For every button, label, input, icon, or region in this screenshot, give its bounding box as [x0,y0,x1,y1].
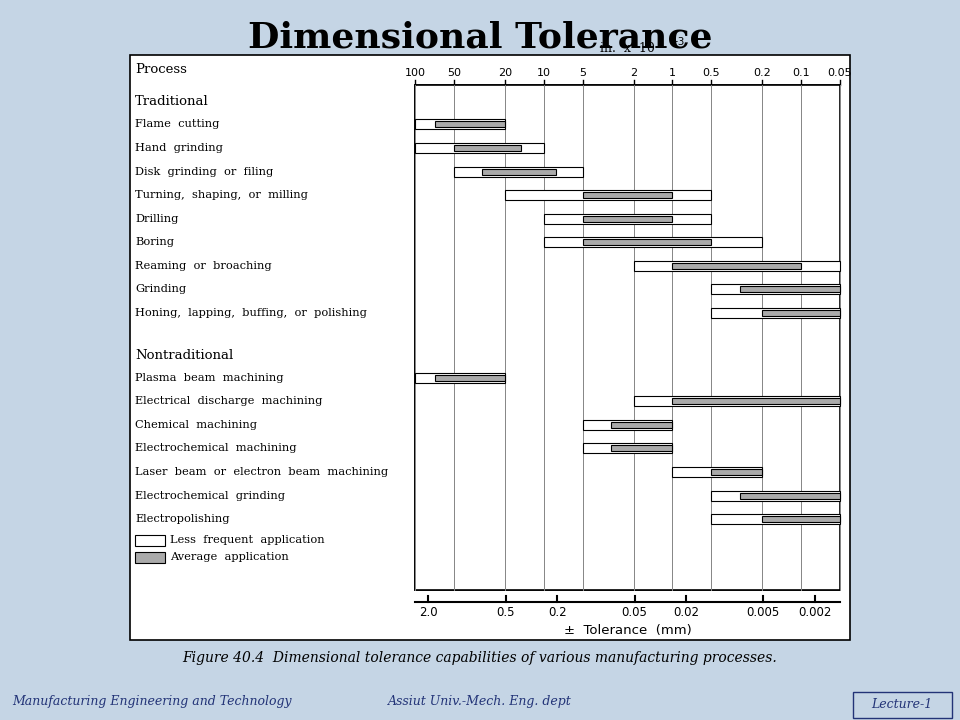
Bar [634,261,840,271]
Text: 10: 10 [537,68,551,78]
Bar [454,145,521,151]
Text: 100: 100 [404,68,425,78]
Bar [711,490,840,500]
Text: 0.002: 0.002 [798,606,831,619]
Text: Traditional: Traditional [135,95,208,108]
Text: Boring: Boring [135,238,174,247]
Text: Grinding: Grinding [135,284,186,294]
Bar [673,398,840,405]
Bar [673,263,802,269]
Bar [415,120,505,130]
Bar [583,239,711,246]
Bar [135,535,165,546]
Bar [415,373,505,383]
Text: Reaming  or  broaching: Reaming or broaching [135,261,272,271]
Bar [583,420,673,430]
Bar [583,192,673,198]
Text: Lecture-1: Lecture-1 [872,698,932,711]
Text: 0.5: 0.5 [496,606,516,619]
Bar [711,514,840,524]
Bar [612,422,673,428]
Text: 0.5: 0.5 [703,68,720,78]
Text: Flame  cutting: Flame cutting [135,120,220,130]
Text: Plasma  beam  machining: Plasma beam machining [135,373,283,383]
Bar [740,287,840,292]
Bar [583,444,673,454]
Bar [711,308,840,318]
Bar [612,446,673,451]
Text: −3: −3 [669,37,684,47]
Text: Manufacturing Engineering and Technology: Manufacturing Engineering and Technology [12,695,292,708]
Text: Chemical  machining: Chemical machining [135,420,257,430]
Bar [482,168,556,174]
Text: Figure 40.4  Dimensional tolerance capabilities of various manufacturing process: Figure 40.4 Dimensional tolerance capabi… [182,651,778,665]
Bar [415,85,840,590]
Bar [740,492,840,499]
Text: 0.2: 0.2 [548,606,566,619]
Bar [673,467,762,477]
Bar [762,310,840,316]
Text: ±  Tolerance  (mm): ± Tolerance (mm) [564,624,691,637]
Text: Average  application: Average application [170,552,289,562]
Text: 1: 1 [669,68,676,78]
FancyBboxPatch shape [853,692,952,718]
Text: Drilling: Drilling [135,214,179,224]
Text: 0.005: 0.005 [747,606,780,619]
Text: 50: 50 [446,68,461,78]
Text: 0.02: 0.02 [673,606,699,619]
Text: Dimensional Tolerance: Dimensional Tolerance [248,20,712,54]
Text: 0.2: 0.2 [754,68,772,78]
Text: Process: Process [135,63,187,76]
Text: Electrochemical  grinding: Electrochemical grinding [135,490,285,500]
Text: Honing,  lapping,  buffing,  or  polishing: Honing, lapping, buffing, or polishing [135,308,367,318]
Bar [435,375,505,381]
Text: 0.05: 0.05 [622,606,648,619]
Text: Less  frequent  application: Less frequent application [170,536,324,546]
Text: Electropolishing: Electropolishing [135,514,229,524]
Text: Laser  beam  or  electron  beam  machining: Laser beam or electron beam machining [135,467,388,477]
Text: Electrochemical  machining: Electrochemical machining [135,444,297,454]
Text: Nontraditional: Nontraditional [135,348,233,361]
Bar [634,396,840,406]
Text: Turning,  shaping,  or  milling: Turning, shaping, or milling [135,190,308,200]
Text: 5: 5 [579,68,586,78]
Bar [415,143,543,153]
Text: Electrical  discharge  machining: Electrical discharge machining [135,396,323,406]
Text: Hand  grinding: Hand grinding [135,143,223,153]
Bar [711,284,840,294]
Bar [135,552,165,563]
Text: 20: 20 [498,68,512,78]
Text: 0.05: 0.05 [828,68,852,78]
Text: 0.1: 0.1 [792,68,810,78]
Bar [583,216,673,222]
Text: 2.0: 2.0 [420,606,438,619]
Text: Disk  grinding  or  filing: Disk grinding or filing [135,166,274,176]
Bar [435,122,505,127]
Bar [762,516,840,522]
Bar [415,85,840,590]
Text: 2: 2 [630,68,637,78]
Bar [130,55,850,640]
Text: Assiut Univ.-Mech. Eng. dept: Assiut Univ.-Mech. Eng. dept [388,695,572,708]
Bar [543,238,762,247]
Bar [543,214,711,224]
Bar [505,190,711,200]
Text: in.  x  10: in. x 10 [600,42,655,55]
Bar [711,469,762,475]
Bar [454,166,583,176]
